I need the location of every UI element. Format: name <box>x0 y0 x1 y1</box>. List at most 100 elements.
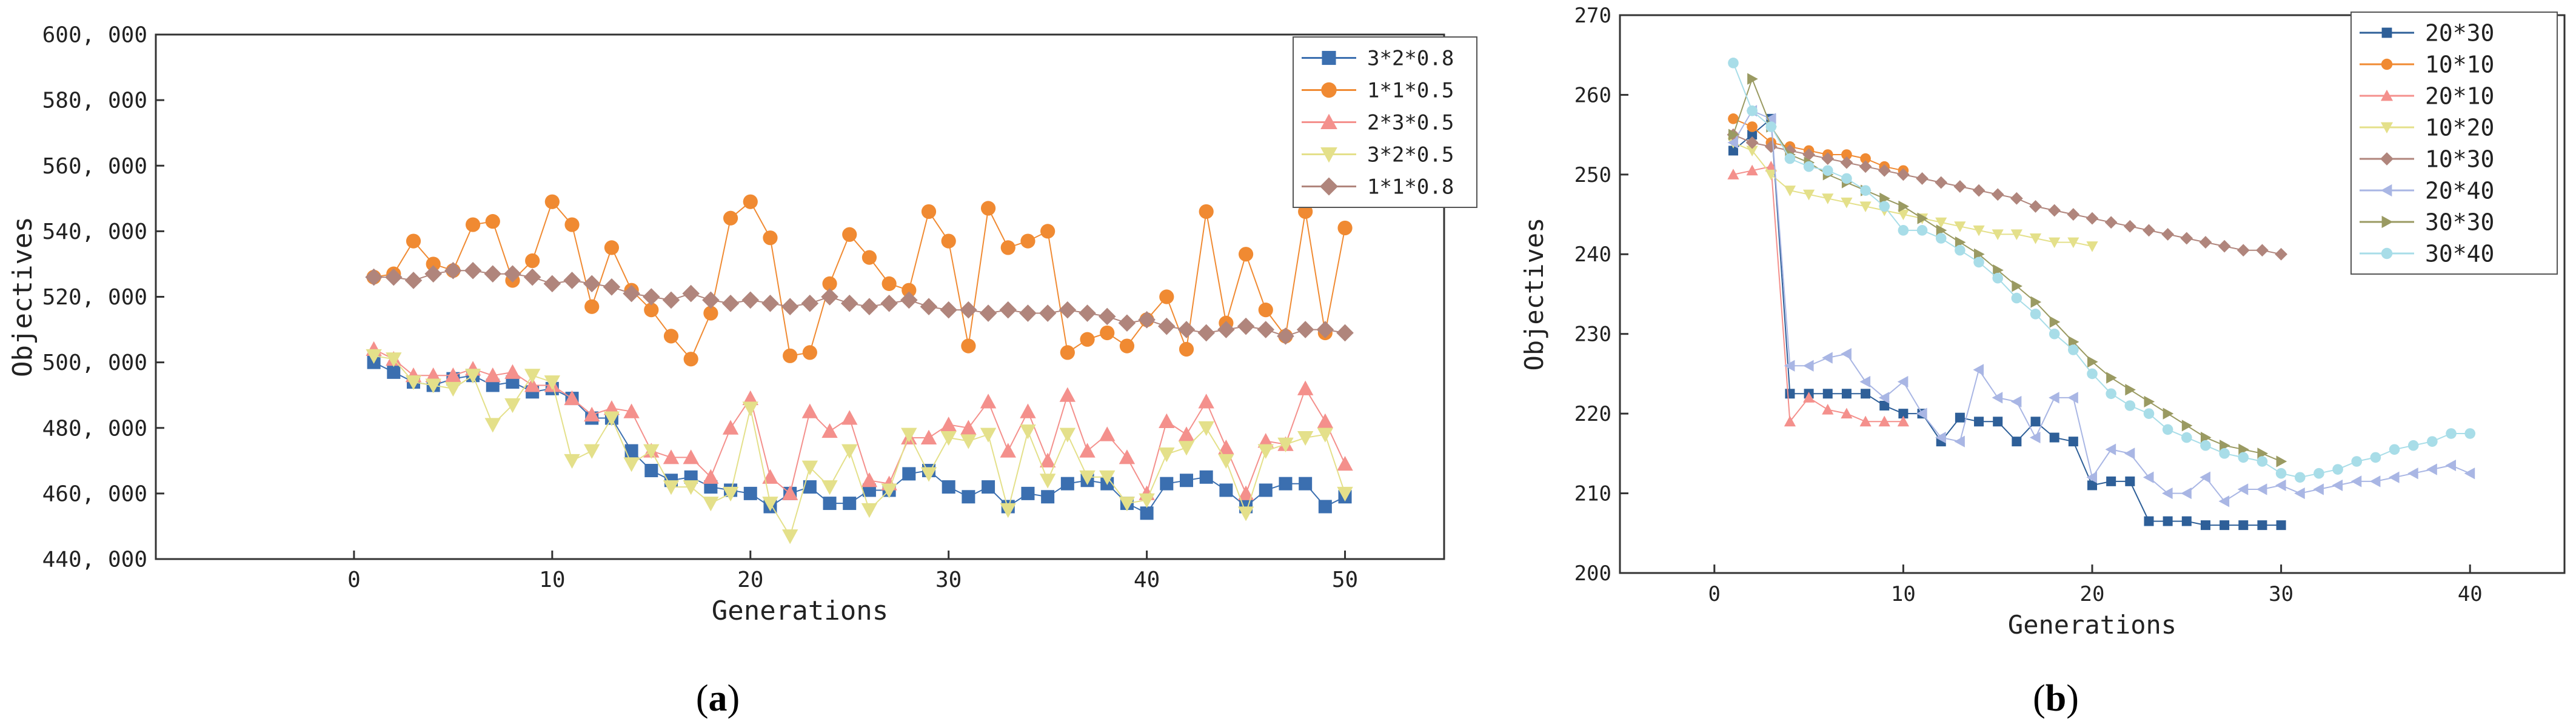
data-point <box>1859 375 1871 388</box>
data-point <box>2029 233 2042 244</box>
data-point <box>662 291 680 309</box>
data-point <box>2162 424 2173 435</box>
series-5 <box>1727 128 2287 261</box>
data-point <box>1859 160 1872 173</box>
data-point <box>2427 436 2438 447</box>
data-point <box>2030 296 2042 308</box>
data-point <box>1317 427 1334 443</box>
data-point <box>1059 427 1076 443</box>
data-point <box>1840 156 1853 169</box>
data-point <box>1897 375 1909 388</box>
data-point <box>1953 180 1967 193</box>
data-point <box>1000 503 1016 518</box>
data-point <box>663 480 680 495</box>
data-point <box>584 299 600 314</box>
data-point <box>2181 420 2193 432</box>
data-point <box>544 375 561 390</box>
data-point <box>2276 520 2286 531</box>
data-point <box>2086 471 2097 483</box>
legend-label: 30*30 <box>2425 209 2494 236</box>
data-point <box>942 480 955 494</box>
data-point <box>821 288 838 306</box>
data-point <box>2124 447 2135 460</box>
data-point <box>1039 304 1057 322</box>
data-point <box>2200 520 2210 531</box>
legend-label: 1*1*0.5 <box>1367 79 1454 103</box>
data-point <box>524 377 541 392</box>
data-point <box>1041 490 1055 504</box>
data-point <box>1119 338 1135 353</box>
data-point <box>1784 415 1796 427</box>
data-point <box>1897 415 1909 427</box>
data-point <box>1000 240 1015 255</box>
y-axis-title: Objectives <box>7 216 38 377</box>
data-point <box>2161 228 2175 241</box>
data-point <box>1118 314 1136 332</box>
x-axis-title: Generations <box>712 595 888 626</box>
y-tick-label: 250 <box>1574 163 1611 187</box>
legend-marker <box>1320 147 1337 163</box>
data-point <box>1897 168 1910 181</box>
legend-marker <box>1321 82 1337 98</box>
data-point <box>386 352 402 367</box>
data-point <box>2068 344 2079 355</box>
data-point <box>960 434 977 449</box>
data-point <box>426 256 441 272</box>
data-point <box>743 486 757 500</box>
data-point <box>2104 216 2118 229</box>
data-point <box>2236 244 2250 257</box>
data-point <box>1822 165 1833 176</box>
data-point <box>703 497 719 512</box>
data-point <box>1080 332 1095 347</box>
data-point <box>1237 506 1254 521</box>
data-point <box>1821 152 1835 165</box>
legend-label: 10*10 <box>2425 52 2494 78</box>
data-point <box>2048 204 2061 217</box>
data-point <box>2220 520 2230 531</box>
data-point <box>1954 221 1966 232</box>
data-point <box>644 303 659 318</box>
data-point <box>564 454 580 469</box>
data-point <box>1337 486 1353 502</box>
data-point <box>1099 470 1116 486</box>
data-point <box>2350 475 2362 487</box>
data-point <box>2163 407 2174 420</box>
data-point <box>743 194 758 209</box>
data-point <box>1747 73 1758 85</box>
data-point <box>1079 443 1096 458</box>
legend-marker <box>2381 247 2393 260</box>
data-point <box>404 272 423 289</box>
data-point <box>1935 233 1947 244</box>
y-tick-label: 230 <box>1574 323 1611 347</box>
data-point <box>543 275 561 293</box>
data-point <box>504 398 521 414</box>
data-point <box>405 375 422 390</box>
data-point <box>1159 289 1174 304</box>
data-point <box>2105 443 2116 455</box>
data-point <box>484 418 501 433</box>
y-tick-label: 600, 000 <box>42 23 147 48</box>
data-point <box>385 268 403 286</box>
data-point <box>387 365 401 379</box>
data-point <box>366 349 382 364</box>
panel-label: (b) <box>2033 678 2079 719</box>
legend-marker <box>2381 215 2394 229</box>
data-point <box>564 217 580 232</box>
data-point <box>2218 240 2231 253</box>
data-point <box>1859 415 1872 427</box>
data-point <box>1822 403 1834 415</box>
data-point <box>1991 188 2004 201</box>
data-point <box>1728 146 1738 156</box>
x-tick-label: 20 <box>737 568 763 592</box>
data-point <box>801 460 818 475</box>
data-point <box>1277 327 1294 345</box>
data-point <box>2162 487 2173 500</box>
data-point <box>1119 497 1136 512</box>
data-point <box>803 480 817 494</box>
x-tick-label: 30 <box>2269 582 2293 606</box>
data-point <box>1993 264 2004 276</box>
data-point <box>2030 309 2041 320</box>
data-point <box>445 367 461 383</box>
data-point <box>1217 321 1235 338</box>
series-line <box>1733 117 2281 526</box>
